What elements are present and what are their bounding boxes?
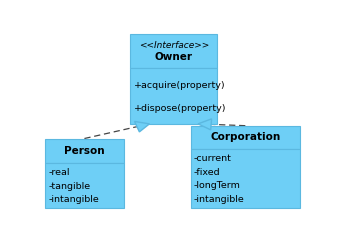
Bar: [191, 149, 300, 208]
Polygon shape: [135, 121, 149, 132]
Text: Owner: Owner: [155, 52, 193, 62]
Text: +acquire(property): +acquire(property): [134, 81, 225, 90]
Text: Person: Person: [64, 146, 105, 156]
Text: -intangible: -intangible: [48, 195, 99, 204]
Text: +dispose(property): +dispose(property): [134, 104, 226, 113]
Bar: [45, 163, 124, 208]
Text: -longTerm: -longTerm: [194, 181, 241, 190]
Text: -current: -current: [194, 154, 232, 164]
Text: -intangible: -intangible: [194, 195, 245, 204]
Bar: [131, 34, 217, 68]
Polygon shape: [198, 119, 212, 130]
Bar: [131, 68, 217, 124]
Text: -tangible: -tangible: [48, 182, 90, 191]
Text: -real: -real: [48, 168, 69, 177]
Bar: [45, 139, 124, 163]
Text: Corporation: Corporation: [210, 132, 280, 142]
Text: <<Interface>>: <<Interface>>: [139, 41, 209, 50]
Bar: [191, 126, 300, 149]
Text: -fixed: -fixed: [194, 168, 221, 177]
